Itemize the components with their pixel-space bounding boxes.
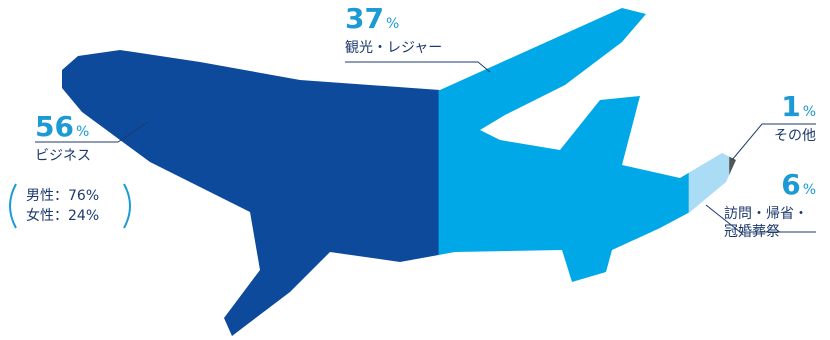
value: 1 xyxy=(781,90,801,123)
value: 37 xyxy=(345,2,384,35)
label-group: 6% 訪問・帰省・冠婚葬祭 xyxy=(724,170,816,241)
unit: % xyxy=(802,182,816,198)
segment xyxy=(438,8,690,336)
category-label: 訪問・帰省・冠婚葬祭 xyxy=(724,206,808,240)
category-label: ビジネス xyxy=(35,148,91,164)
paren xyxy=(9,183,17,229)
category-label: その他 xyxy=(774,128,816,144)
value-label: 37% xyxy=(345,4,442,39)
breakdown-label: 女性：24% xyxy=(26,208,100,224)
value: 6 xyxy=(781,168,801,201)
label-group: 56% ビジネス xyxy=(35,112,91,165)
leader-line xyxy=(731,123,816,161)
breakdown: 男性：76% 女性：24% xyxy=(26,186,99,226)
value-label: 56% xyxy=(35,112,91,147)
unit: % xyxy=(802,104,816,120)
leaders xyxy=(35,61,816,233)
category-label: 観光・レジャー xyxy=(345,40,443,56)
value: 56 xyxy=(35,110,74,143)
leader-line xyxy=(705,204,816,233)
value-label: 6% xyxy=(724,170,816,205)
label-group: 1% その他 xyxy=(774,92,816,145)
breakdown-label: 男性：76% xyxy=(26,188,100,204)
value-label: 1% xyxy=(774,92,816,127)
unit: % xyxy=(385,16,400,32)
leader-line xyxy=(35,121,149,143)
unit: % xyxy=(75,124,90,140)
paren xyxy=(123,183,131,229)
label-group: 37% 観光・レジャー xyxy=(345,4,442,57)
leader-line xyxy=(345,61,491,73)
